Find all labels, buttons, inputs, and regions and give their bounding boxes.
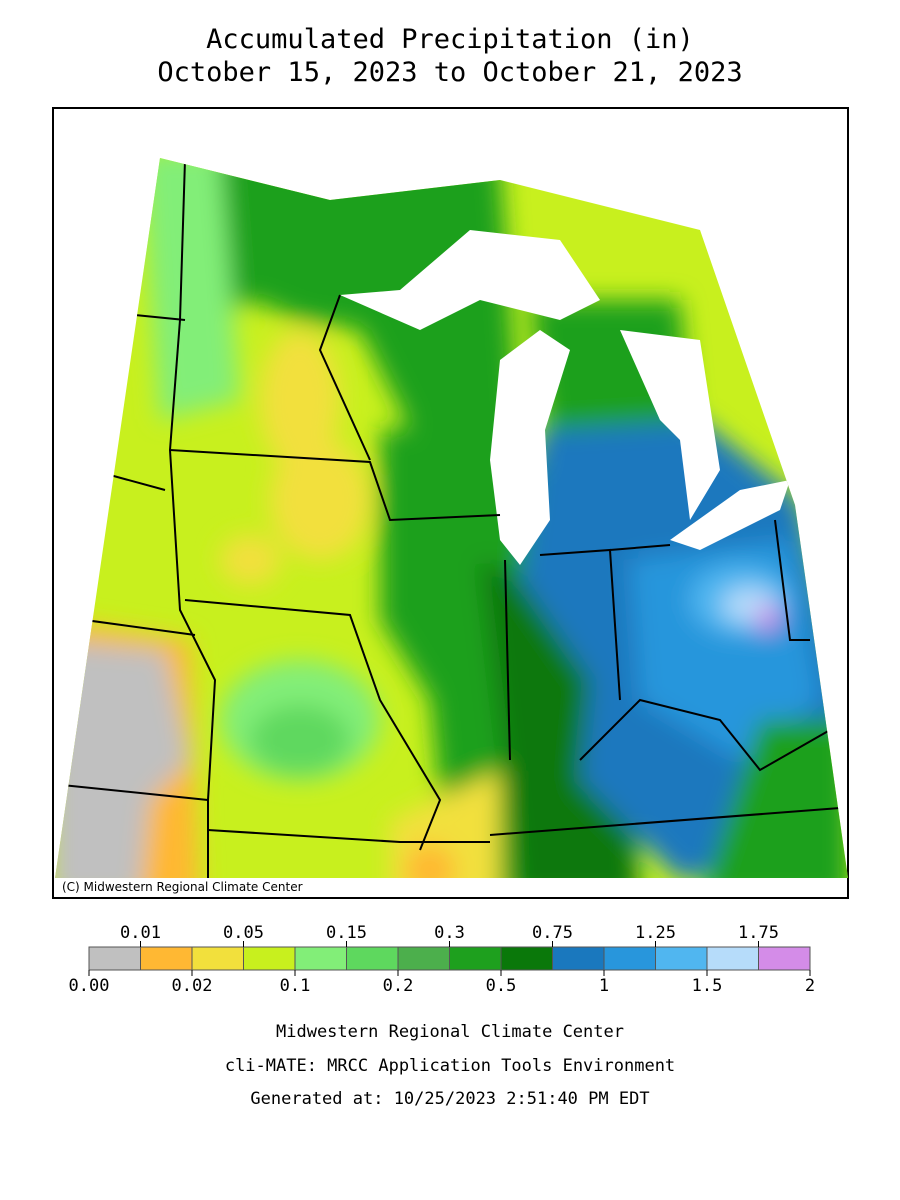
title-line-2: October 15, 2023 to October 21, 2023	[157, 57, 742, 88]
legend: 0.00 0.01 0.02 0.05 0.1 0.15 0.2 0.3 0.5 0.75 1 1.2…	[69, 923, 816, 996]
legend-swatch	[706, 946, 759, 971]
footer-line-1: Midwestern Regional Climate Center	[276, 1022, 624, 1042]
legend-swatch	[243, 946, 296, 971]
legend-swatch	[552, 946, 605, 971]
legend-swatch	[88, 946, 141, 971]
copyright: (C) Midwestern Regional Climate Center	[62, 880, 303, 894]
legend-swatch	[140, 946, 193, 971]
legend-swatch	[500, 946, 553, 971]
footer-line-2: cli-MATE: MRCC Application Tools Environ…	[225, 1056, 675, 1076]
lake-erie	[670, 480, 790, 550]
legend-label: 1	[599, 976, 609, 996]
legend-swatch	[449, 946, 502, 971]
precip-field	[55, 158, 848, 878]
lake-superior	[340, 230, 600, 330]
lake-huron	[620, 330, 720, 520]
legend-swatch	[758, 946, 811, 971]
legend-swatch	[294, 946, 347, 971]
legend-label: 0.00	[69, 976, 110, 996]
legend-label: 0.75	[532, 923, 573, 943]
legend-swatch	[397, 946, 450, 971]
legend-label: 0.02	[172, 976, 213, 996]
legend-label: 0.01	[120, 923, 161, 943]
lake-michigan	[490, 330, 570, 565]
legend-swatch	[346, 946, 399, 971]
legend-label: 0.3	[434, 923, 465, 943]
legend-swatch	[603, 946, 656, 971]
legend-label: 0.5	[486, 976, 517, 996]
state-borders	[61, 159, 841, 878]
legend-swatch	[191, 946, 244, 971]
legend-label: 1.25	[635, 923, 676, 943]
footer-line-3: Generated at: 10/25/2023 2:51:40 PM EDT	[250, 1089, 649, 1109]
legend-label: 0.15	[326, 923, 367, 943]
legend-swatch	[655, 946, 708, 971]
legend-label: 2	[805, 976, 815, 996]
legend-label: 1.75	[738, 923, 779, 943]
legend-label: 0.2	[383, 976, 414, 996]
legend-label: 0.1	[280, 976, 311, 996]
legend-label: 0.05	[223, 923, 264, 943]
title-line-1: Accumulated Precipitation (in)	[206, 24, 694, 55]
legend-label: 1.5	[692, 976, 723, 996]
